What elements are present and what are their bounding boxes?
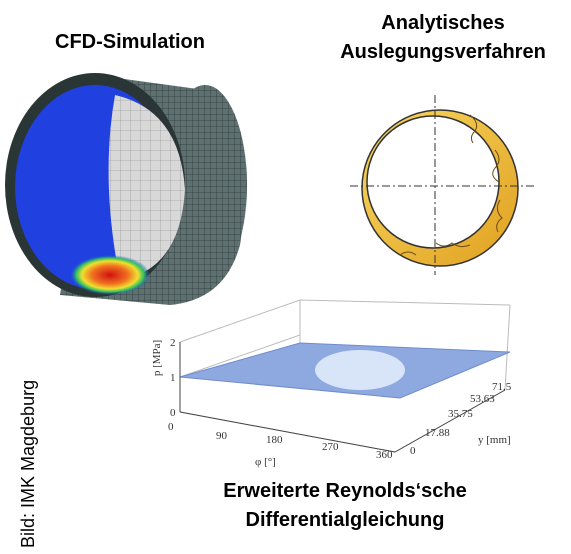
ring bbox=[350, 95, 535, 275]
tick-label: 0 bbox=[410, 445, 416, 457]
caption: Erweiterte Reynolds‘sche bbox=[223, 480, 466, 502]
axis-label: y [mm] bbox=[478, 434, 511, 446]
tick-label: 90 bbox=[216, 430, 228, 442]
axis-label: p [MPa] bbox=[151, 340, 163, 376]
tick-label: 0 bbox=[170, 407, 176, 419]
tick-label: 1 bbox=[170, 372, 176, 384]
credit: Bild: IMK Magdeburg bbox=[18, 380, 38, 548]
tick-label: 360 bbox=[376, 449, 393, 461]
tick-label: 180 bbox=[266, 434, 283, 446]
cfd-model bbox=[5, 73, 247, 305]
analytic-title: Analytisches bbox=[381, 12, 504, 34]
caption: Differentialgleichung bbox=[246, 509, 445, 531]
tick-label: 17.88 bbox=[425, 427, 450, 439]
tick-label: 35.75 bbox=[448, 408, 473, 420]
tick-label: 71.5 bbox=[492, 381, 512, 393]
tick-label: 0 bbox=[168, 421, 174, 433]
tick-label: 2 bbox=[170, 337, 176, 349]
surface-plot bbox=[180, 300, 510, 452]
figure: CFD-Simulation Analytisches Auslegungsve… bbox=[0, 0, 571, 554]
cfd-title: CFD-Simulation bbox=[55, 31, 205, 53]
analytic-title: Auslegungsverfahren bbox=[340, 41, 546, 63]
tick-label: 270 bbox=[322, 441, 339, 453]
tick-label: 53.63 bbox=[470, 393, 495, 405]
axis-label: φ [°] bbox=[255, 456, 276, 468]
